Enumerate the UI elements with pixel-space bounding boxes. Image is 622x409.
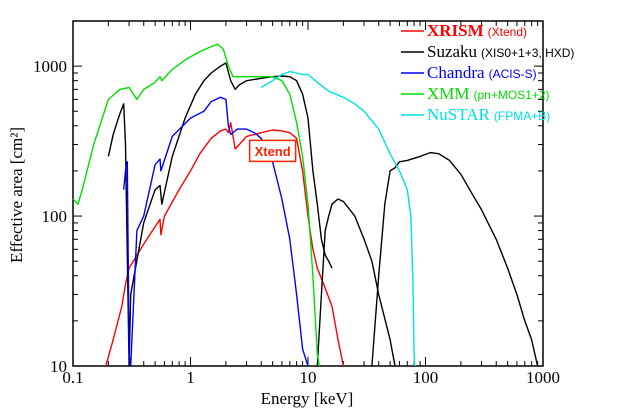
series-line-chandra	[123, 96, 309, 367]
y-axis-label: Effective area [cm²]	[7, 127, 26, 263]
series-line-suzaku-hxd-pin	[316, 198, 396, 367]
y-tick-label: 10	[50, 357, 67, 376]
legend-entry: Chandra (ACIS-S)	[427, 63, 537, 82]
series-line-suzaku	[107, 62, 333, 367]
y-tick-label: 100	[42, 207, 68, 226]
series-line-nustar	[260, 70, 416, 367]
x-axis-label: Energy [keV]	[261, 389, 354, 408]
xtend-label-box	[248, 139, 297, 163]
x-tick-label: 0.1	[62, 368, 83, 387]
series-line-xmm	[72, 43, 321, 367]
x-tick-label: 1000	[526, 368, 560, 387]
x-tick-label: 1	[186, 368, 195, 387]
x-tick-label: 10	[300, 368, 317, 387]
legend-entry: Suzaku (XIS0+1+3, HXD)	[427, 42, 574, 61]
xtend-label: Xtend	[255, 144, 291, 159]
x-tick-label: 100	[413, 368, 439, 387]
annotation: Xtend	[248, 139, 297, 163]
legend-entry: NuSTAR (FPMA+B)	[427, 105, 550, 124]
legend-entry: XRISM (Xtend)	[427, 21, 527, 40]
legend: XRISM (Xtend) Suzaku (XIS0+1+3, HXD) Chandra…	[401, 21, 574, 124]
series-line-xrism	[105, 121, 345, 367]
legend-entry: XMM (pn+MOS1+2)	[427, 84, 550, 103]
series-curves	[72, 43, 539, 367]
series-line-suzaku-hxd-gso	[371, 151, 539, 367]
y-tick-label: 1000	[33, 57, 67, 76]
tick-labels: 0.1 1 10 100 1000 10 100 1000	[33, 57, 560, 387]
axis-ticks	[72, 20, 544, 367]
